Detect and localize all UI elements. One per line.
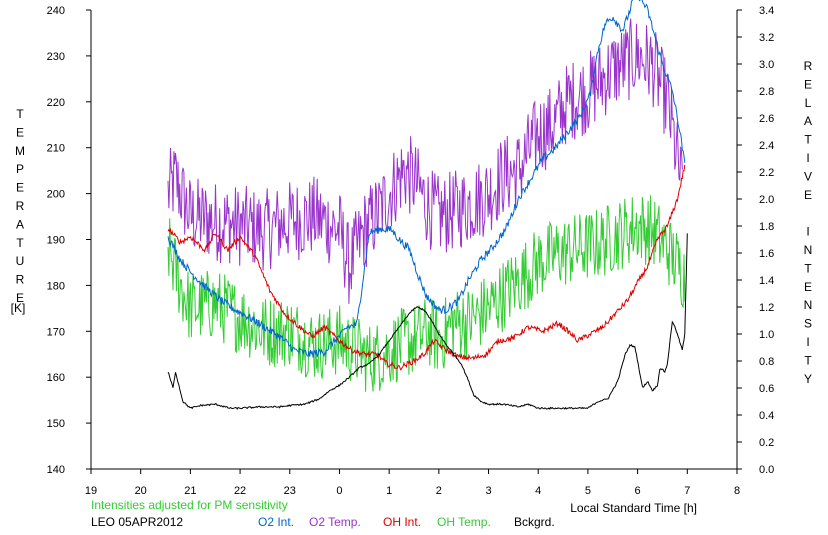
right-axis-label-letter: T [804,133,812,147]
right-tick-label: 1.2 [759,302,774,314]
legend-entry: O2 Int. [258,515,294,529]
x-tick-label: 3 [485,485,491,497]
right-tick-label: 1.8 [759,221,774,233]
left-axis-label-letter: E [16,125,24,139]
right-axis-label-letter: L [805,96,812,110]
right-axis-label-letter: Y [804,372,812,386]
right-tick-label: 2.6 [759,113,774,125]
right-axis-label-letter: N [804,298,813,312]
x-tick-label: 22 [234,485,246,497]
right-axis-label-letter: T [804,261,812,275]
x-tick-label: 21 [184,485,196,497]
right-tick-label: 2.8 [759,86,774,98]
x-axis-ticks: 19 20 21 22 23 0 1 2 3 4 5 6 7 8 [85,469,740,497]
series-line-o2-temp [167,18,683,304]
legend-entry: O2 Temp. [309,515,361,529]
series-layer [167,0,688,410]
right-tick-label: 2.2 [759,167,774,179]
x-tick-label: 19 [85,485,97,497]
left-axis-label-letter: E [16,181,24,195]
left-tick-label: 160 [47,372,65,384]
legend-entry: Bckgrd. [514,515,555,529]
right-tick-label: 1.4 [759,275,774,287]
left-axis-label-letter: P [16,162,24,176]
left-tick-label: 180 [47,280,65,292]
right-axis-label-letter: E [804,188,812,202]
left-axis-label-letter: E [16,291,24,305]
right-tick-label: 3.0 [759,59,774,71]
x-tick-label: 8 [734,485,740,497]
legend-entry: OH Int. [383,515,421,529]
series-line-oh-temp [167,195,686,392]
right-axis-label-letter: S [804,317,812,331]
left-tick-label: 220 [47,97,65,109]
right-axis-label-letter: I [806,335,809,349]
right-tick-label: 1.6 [759,248,774,260]
series-line-bckgrd [167,233,688,410]
x-tick-label: 6 [635,485,641,497]
left-tick-label: 210 [47,143,65,155]
x-tick-label: 0 [336,485,342,497]
left-tick-label: 190 [47,235,65,247]
x-tick-label: 7 [684,485,690,497]
right-axis-label-letter: E [804,77,812,91]
right-tick-label: 0.2 [759,437,774,449]
x-tick-label: 2 [436,485,442,497]
legend-entry: OH Temp. [437,515,491,529]
right-tick-label: 2.4 [759,140,774,152]
left-axis-label-letter: R [16,273,25,287]
right-axis-label-letter: R [804,59,813,73]
right-tick-label: 0.8 [759,356,774,368]
right-axis-label-letter: N [804,243,813,257]
sensitivity-note: Intensities adjusted for PM sensitivity [91,498,288,512]
left-tick-label: 140 [47,464,65,476]
left-axis-label-letter: U [16,254,25,268]
right-tick-label: 0.0 [759,464,774,476]
right-tick-label: 3.4 [759,5,774,17]
left-tick-label: 170 [47,326,65,338]
left-axis-label-letter: A [16,217,24,231]
left-axis-ticks: 140 150 160 170 180 190 200 210 220 230 240 [47,5,91,476]
right-axis-label-letter: A [804,114,812,128]
right-tick-label: 1.0 [759,329,774,341]
legend: O2 Int. O2 Temp. OH Int. OH Temp. Bckgrd. [258,515,555,529]
series-line-oh-int [167,164,686,371]
x-axis-label: Local Standard Time [h] [570,501,697,515]
right-axis-label-letter: E [804,280,812,294]
left-tick-label: 230 [47,51,65,63]
x-tick-label: 4 [535,485,541,497]
series-line-o2-int [167,0,686,359]
x-tick-label: 23 [284,485,296,497]
right-axis-label-letter: V [804,169,812,183]
x-tick-label: 5 [585,485,591,497]
right-axis-ticks: 0.0 0.2 0.4 0.6 0.8 1.0 1.2 1.4 1.6 1.8 2.0 2.2 2.4 2… [737,5,774,476]
right-tick-label: 3.2 [759,32,774,44]
right-axis-label-letter: T [804,353,812,367]
left-tick-label: 150 [47,418,65,430]
x-tick-label: 1 [386,485,392,497]
right-tick-label: 0.6 [759,383,774,395]
station-date-label: LEO 05APR2012 [91,515,183,529]
left-axis-unit: [K] [11,301,26,315]
left-axis-label-letter: T [16,236,24,250]
left-axis-label-letter: R [16,199,25,213]
right-axis-label-letter: I [806,225,809,239]
left-axis-label-letter: T [16,107,24,121]
left-tick-label: 240 [47,5,65,17]
left-axis-label-letter: M [15,144,25,158]
right-tick-label: 0.4 [759,410,774,422]
right-tick-label: 2.0 [759,194,774,206]
x-tick-label: 20 [135,485,147,497]
plot-frame [90,10,738,470]
left-tick-label: 200 [47,189,65,201]
right-axis-label-letter: I [806,151,809,165]
